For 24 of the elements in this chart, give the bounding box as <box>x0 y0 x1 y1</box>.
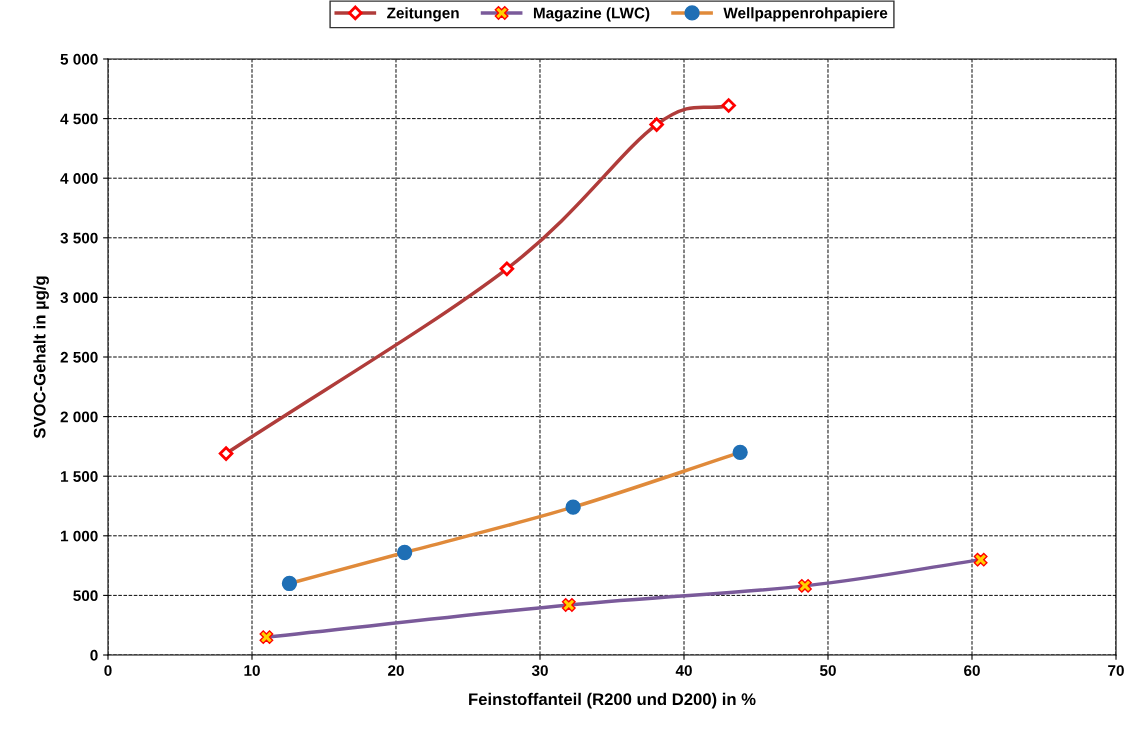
y-tick-label: 2 000 <box>60 411 98 423</box>
x-tick-label: 60 <box>964 665 980 676</box>
legend-label: Zeitungen <box>387 7 459 22</box>
x-tick-label: 0 <box>104 665 112 676</box>
x-tick-label: 30 <box>531 665 548 676</box>
legend-label: Magazine (LWC) <box>533 7 650 22</box>
y-tick-label: 4 000 <box>60 173 98 184</box>
x-tick-label: 40 <box>675 665 692 676</box>
x-tick-label: 50 <box>819 665 836 676</box>
y-tick-label: 3 000 <box>60 292 98 304</box>
y-tick-label: 0 <box>90 649 98 661</box>
x-tick-label: 20 <box>388 665 404 676</box>
x-tick-label: 70 <box>1108 665 1124 676</box>
x-tick-label: 10 <box>244 665 260 676</box>
legend-label: Wellpappenrohpapiere <box>723 7 888 22</box>
x-axis-title: Feinstoffanteil (R200 und D200) in % <box>469 692 756 709</box>
y-tick-label: 500 <box>73 590 98 602</box>
y-tick-label: 3 500 <box>60 232 98 244</box>
y-axis-title: SVOC-Gehalt in µg/g <box>33 276 49 439</box>
y-tick-label: 4 500 <box>60 113 98 125</box>
y-tick-label: 1 500 <box>61 471 98 482</box>
y-tick-label: 5 000 <box>60 53 98 65</box>
y-tick-label: 1 000 <box>61 530 98 542</box>
y-tick-label: 2 500 <box>60 351 98 363</box>
